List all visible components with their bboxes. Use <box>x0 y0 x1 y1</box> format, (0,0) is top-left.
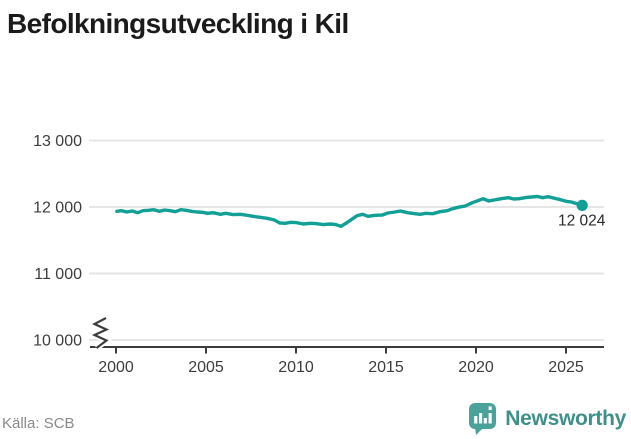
axis-break-icon <box>91 317 110 349</box>
source-caption: Källa: SCB <box>2 415 75 432</box>
newsworthy-logo-icon <box>469 403 497 435</box>
newsworthy-wordmark: Newsworthy <box>505 407 626 430</box>
y-tick-label: 12 000 <box>33 200 82 217</box>
newsworthy-brand: Newsworthy <box>468 402 626 436</box>
y-tick-label: 13 000 <box>33 133 82 150</box>
x-tick-label: 2015 <box>368 359 404 376</box>
x-tick-label: 2010 <box>278 359 314 376</box>
latest-value-label: 12 024 <box>558 212 606 229</box>
x-tick-label: 2025 <box>548 359 584 376</box>
x-tick-label: 2020 <box>458 359 494 376</box>
population-line <box>115 194 584 228</box>
x-tick-label: 2000 <box>98 359 134 376</box>
y-tick-label: 11 000 <box>34 266 82 283</box>
chart-title: Befolkningsutveckling i Kil <box>7 8 349 39</box>
latest-point-marker <box>576 199 588 212</box>
x-tick-label: 2005 <box>188 359 224 376</box>
y-tick-label: 10 000 <box>33 333 82 350</box>
